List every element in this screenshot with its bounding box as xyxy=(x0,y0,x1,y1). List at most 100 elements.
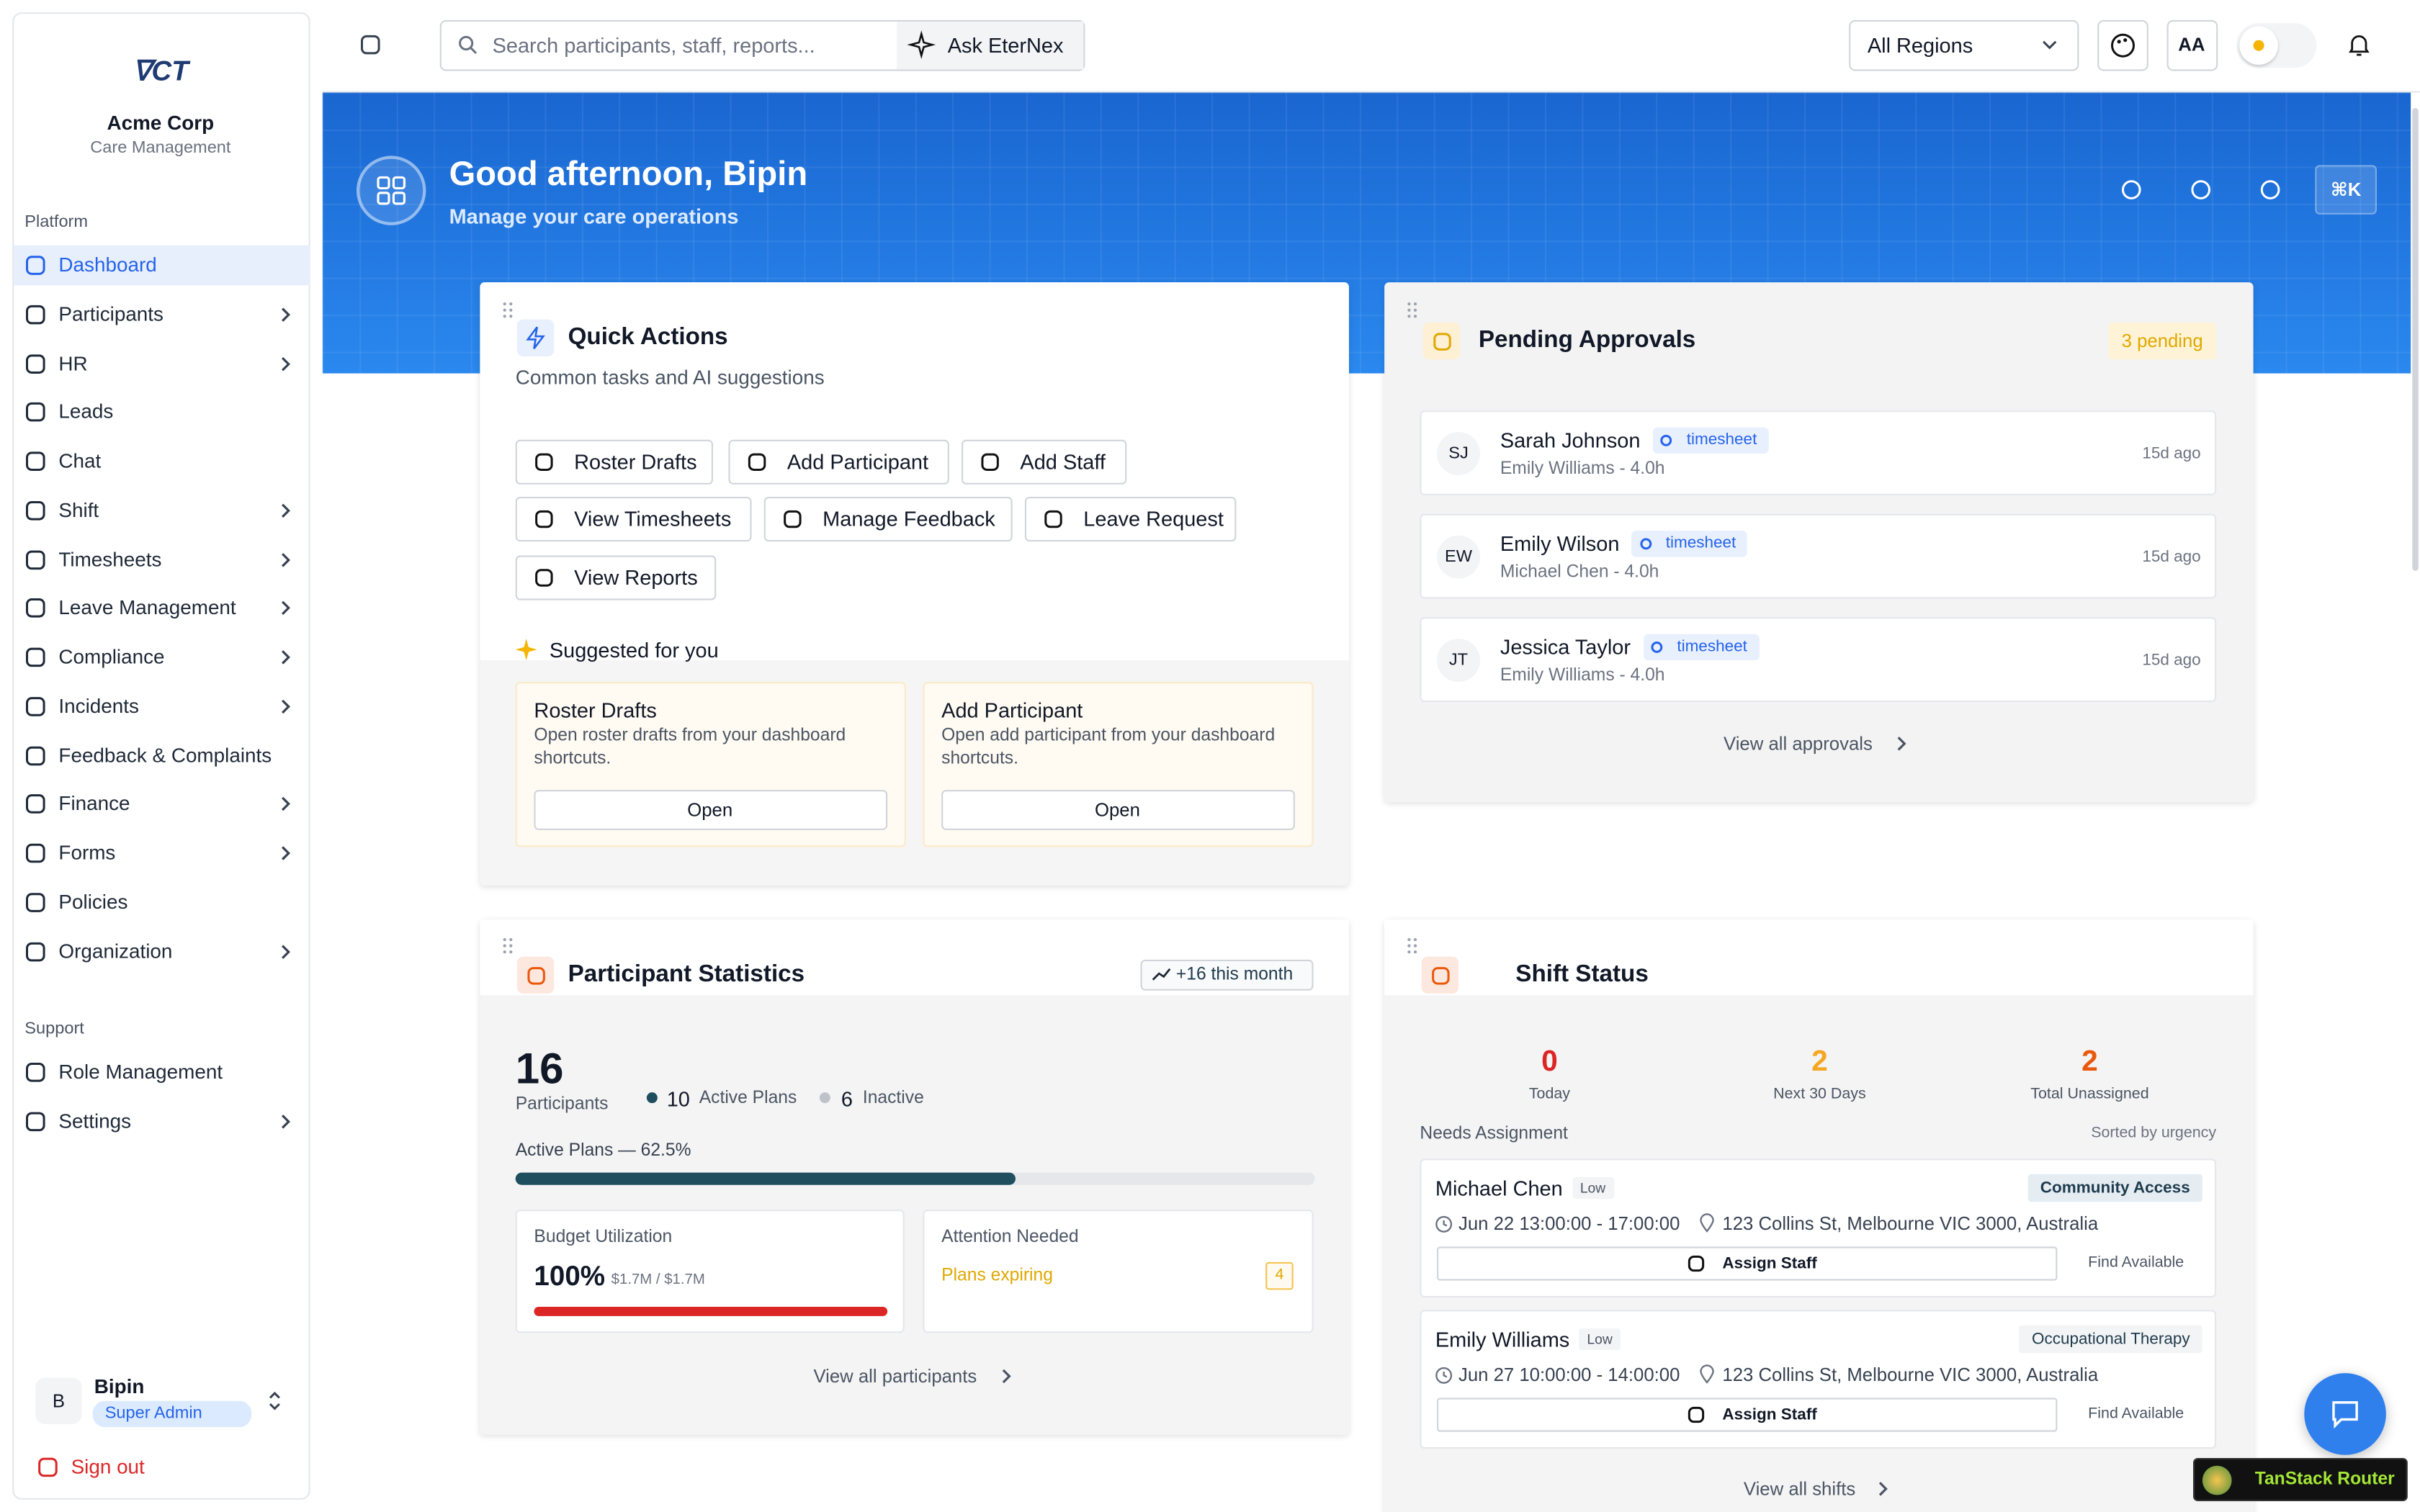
icon xyxy=(1433,332,1451,350)
open-button[interactable] xyxy=(534,790,888,830)
region-select[interactable] xyxy=(1849,19,2079,71)
action-label[interactable]: View Reports xyxy=(574,566,698,590)
icon xyxy=(534,569,552,587)
ask-label[interactable]: Ask EterNex xyxy=(947,34,1064,58)
user-initial: B xyxy=(52,1389,66,1411)
nav-item[interactable]: Compliance xyxy=(58,644,165,668)
action-button[interactable] xyxy=(515,555,717,600)
trend: +16 this month xyxy=(1175,966,1294,985)
assign-label[interactable]: Assign Staff xyxy=(1722,1254,1817,1272)
icon xyxy=(1651,641,1663,653)
nav-item[interactable]: Shift xyxy=(58,498,99,521)
nav-item[interactable]: Incidents xyxy=(58,693,139,717)
assign-label[interactable]: Assign Staff xyxy=(1722,1405,1817,1423)
text-size-button[interactable] xyxy=(2166,19,2218,71)
approval-item[interactable] xyxy=(1420,513,2217,599)
chevron xyxy=(282,503,290,518)
user-avatar xyxy=(35,1377,82,1424)
chevron xyxy=(282,601,290,616)
suggestion-description: Open roster drafts from your dashboard s… xyxy=(534,726,846,769)
pin xyxy=(1700,1213,1714,1233)
assign-button[interactable] xyxy=(1436,1398,2058,1432)
action-label[interactable]: Manage Feedback xyxy=(823,508,995,531)
inactive-count: 6 xyxy=(841,1086,853,1110)
needs-label: Needs Assignment xyxy=(1420,1125,1568,1143)
section-title: Platform xyxy=(24,212,89,231)
nav-item[interactable]: Organization xyxy=(58,938,173,963)
logo: ᐁCT xyxy=(133,55,191,86)
shift-name: Emily Williams xyxy=(1435,1327,1570,1351)
router-logo xyxy=(2202,1465,2232,1495)
nav-item[interactable]: Leads xyxy=(58,400,114,423)
search-placeholder: Search participants, staff, reports... xyxy=(492,34,815,58)
initials: EW xyxy=(1444,546,1473,566)
stat-value: 2 xyxy=(1811,1045,1828,1078)
action-button[interactable] xyxy=(763,497,1013,542)
nav-item[interactable]: Role Management xyxy=(58,1060,223,1084)
action-label[interactable]: Roster Drafts xyxy=(574,450,697,474)
assign-button[interactable] xyxy=(1436,1246,2058,1281)
shift-header xyxy=(1384,919,2254,996)
icon xyxy=(1431,966,1449,984)
open-label[interactable]: Open xyxy=(687,798,733,820)
nav-item[interactable]: Leave Management xyxy=(58,595,236,619)
icon xyxy=(1660,434,1672,446)
suggestion-description: Open add participant from your dashboard… xyxy=(941,726,1276,769)
view-all-link[interactable]: View all approvals xyxy=(1724,732,1873,754)
shortcut-box[interactable] xyxy=(2315,165,2377,215)
view-all-link[interactable]: View all shifts xyxy=(1743,1477,1856,1499)
approval-age: 15d ago xyxy=(2142,650,2201,669)
attention-title: Attention Needed xyxy=(941,1228,1079,1247)
nav-item[interactable]: Timesheets xyxy=(58,546,162,570)
nav-item[interactable]: Participants xyxy=(58,302,163,325)
action-label[interactable]: Leave Request xyxy=(1083,508,1224,531)
approval-age: 15d ago xyxy=(2142,444,2201,462)
approver-name: Emily Wilson xyxy=(1500,531,1620,555)
action-button[interactable] xyxy=(515,497,752,542)
chevron xyxy=(1878,1482,1888,1496)
open-button[interactable] xyxy=(941,790,1295,830)
nav-item[interactable]: Settings xyxy=(58,1109,132,1133)
nav-item[interactable]: Feedback & Complaints xyxy=(58,742,272,766)
type-label: timesheet xyxy=(1677,637,1747,656)
avatar xyxy=(1436,432,1480,475)
nav-item[interactable]: HR xyxy=(58,351,88,374)
nav-item[interactable]: Chat xyxy=(58,449,102,472)
icon xyxy=(25,500,45,521)
action-button[interactable] xyxy=(515,439,713,485)
text-size[interactable]: AA xyxy=(2178,34,2205,56)
approval-item[interactable] xyxy=(1420,410,2217,495)
sign-out[interactable]: Sign out xyxy=(71,1454,145,1478)
icon xyxy=(534,453,552,471)
stat-value: 2 xyxy=(2081,1045,2098,1078)
action-label[interactable]: View Timesheets xyxy=(574,508,732,531)
icon xyxy=(783,510,801,528)
nav-item[interactable]: Forms xyxy=(58,840,116,864)
action-button[interactable] xyxy=(962,439,1127,485)
find-available[interactable]: Find Available xyxy=(2088,1405,2184,1423)
chevron xyxy=(1897,737,1906,751)
approval-item[interactable] xyxy=(1420,617,2217,702)
find-available[interactable]: Find Available xyxy=(2088,1254,2184,1272)
icon xyxy=(25,696,45,716)
nav-item[interactable]: Policies xyxy=(58,889,128,914)
caret xyxy=(2043,40,2057,50)
open-label[interactable]: Open xyxy=(1094,798,1140,820)
icon xyxy=(980,453,998,471)
org-name: Acme Corp xyxy=(107,111,215,135)
nav-item[interactable]: Finance xyxy=(58,791,130,815)
approver-name: Jessica Taylor xyxy=(1500,634,1631,658)
action-label[interactable]: Add Staff xyxy=(1020,450,1106,474)
shift-address: 123 Collins St, Melbourne VIC 3000, Aust… xyxy=(1722,1212,2099,1234)
action-label[interactable]: Add Participant xyxy=(786,450,929,474)
active-count: 10 xyxy=(666,1086,690,1110)
budget-bar xyxy=(534,1307,888,1316)
chevron xyxy=(282,356,290,371)
theme-button[interactable] xyxy=(2097,19,2148,71)
view-all-link[interactable]: View all participants xyxy=(813,1364,977,1387)
chevron xyxy=(1002,1369,1011,1384)
title-icon-bg xyxy=(1421,956,1458,994)
action-button[interactable] xyxy=(728,439,949,485)
chat-fab[interactable] xyxy=(2304,1373,2386,1455)
nav-item[interactable]: Dashboard xyxy=(58,253,157,276)
